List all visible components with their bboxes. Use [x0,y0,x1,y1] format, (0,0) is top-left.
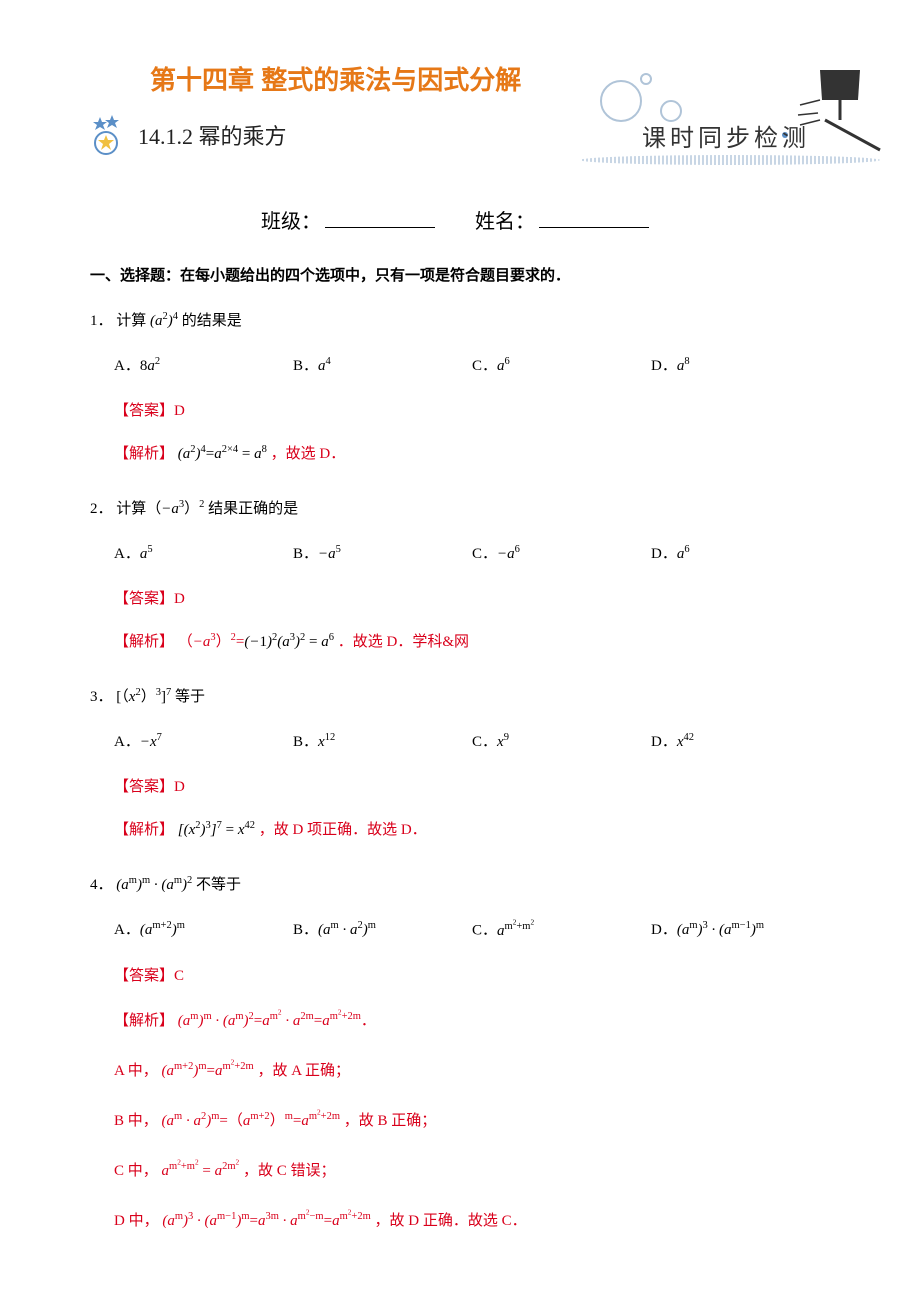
q1-options: A．8a2 B．a4 C．a6 D．a8 [90,350,830,383]
q4-explain-c: C 中， am2+m2 = a2m2 ，故 C 错误； [90,1153,830,1189]
name-blank [539,208,649,228]
q4-explain-main: 【解析】 (am)m · (am)2=am2 · a2m=am2+2m． [90,1003,830,1039]
q4-opt-d: D．(am)3 · (am−1)m [651,914,830,948]
q3-opt-c: C．x9 [472,726,651,759]
q2-answer: 【答案】D [90,583,830,616]
q3-stem: 3． [（x2）3]7 等于 [90,681,830,714]
q4-opt-c: C．am2+m2 [472,914,651,948]
star-badge-icon [90,115,130,155]
q2-stem: 2． 计算（−a3）2 结果正确的是 [90,493,830,526]
q2-opt-c: C．−a6 [472,538,651,571]
q3-opt-d: D．x42 [651,726,830,759]
q1-stem: 1． 计算 (a2)4 的结果是 [90,305,830,338]
q4-stem: 4． (am)m · (am)2 不等于 [90,869,830,902]
question-1: 1． 计算 (a2)4 的结果是 A．8a2 B．a4 C．a6 D．a8 【答… [90,305,830,471]
q1-opt-a: A．8a2 [114,350,293,383]
q4-opt-b: B．(am · a2)m [293,914,472,948]
q1-stem-pre: 计算 [116,313,146,329]
q1-answer: 【答案】D [90,395,830,428]
bubble-icon [600,80,642,122]
q4-answer: 【答案】C [90,960,830,993]
info-row: 班级： 姓名： [90,205,830,234]
header-banner: 第十四章 整式的乘法与因式分解 14.1.2 幂的乘方 [90,60,830,180]
q4-num: 4． [90,877,113,893]
q1-num: 1． [90,313,113,329]
wave-divider [580,155,880,165]
q2-options: A．a5 B．−a5 C．−a6 D．a6 [90,538,830,571]
banner-label: 课时同步检测 [642,118,810,153]
bubble-icon [640,73,652,85]
q3-answer: 【答案】D [90,771,830,804]
question-3: 3． [（x2）3]7 等于 A．−x7 B．x12 C．x9 D．x42 【答… [90,681,830,847]
q1-stem-post: 的结果是 [182,313,242,329]
q1-explain: 【解析】 (a2)4=a2×4 = a8 ，故选 D． [90,438,830,471]
q3-opt-b: B．x12 [293,726,472,759]
q4-explain-d: D 中， (am)3 · (am−1)m=a3m · am2−m=am2+2m … [90,1203,830,1239]
name-label: 姓名： [475,211,535,233]
q4-explain-b: B 中， (am · a2)m=（am+2）m=am2+2m ，故 B 正确； [90,1103,830,1139]
q2-opt-a: A．a5 [114,538,293,571]
q2-opt-d: D．a6 [651,538,830,571]
q1-opt-d: D．a8 [651,350,830,383]
section-header: 一、选择题：在每小题给出的四个选项中，只有一项是符合题目要求的． [90,264,830,285]
q3-num: 3． [90,689,113,705]
section-title: 14.1.2 幂的乘方 [138,119,287,151]
q1-opt-b: B．a4 [293,350,472,383]
q3-opt-a: A．−x7 [114,726,293,759]
q4-opt-a: A．(am+2)m [114,914,293,948]
class-blank [325,208,435,228]
worksheet-page: 第十四章 整式的乘法与因式分解 14.1.2 幂的乘方 [0,0,920,1301]
question-4: 4． (am)m · (am)2 不等于 A．(am+2)m B．(am · a… [90,869,830,1239]
q3-explain: 【解析】 [(x2)3]7 = x42 ，故 D 项正确．故选 D． [90,814,830,847]
q2-num: 2． [90,501,113,517]
q4-options: A．(am+2)m B．(am · a2)m C．am2+m2 D．(am)3 … [90,914,830,948]
q2-opt-b: B．−a5 [293,538,472,571]
question-2: 2． 计算（−a3）2 结果正确的是 A．a5 B．−a5 C．−a6 D．a6… [90,493,830,659]
class-label: 班级： [261,211,321,233]
q3-options: A．−x7 B．x12 C．x9 D．x42 [90,726,830,759]
q1-opt-c: C．a6 [472,350,651,383]
q2-explain: 【解析】 （−a3）2=(−1)2(a3)2 = a6 ．故选 D．学科&网 [90,626,830,659]
q4-explain-a: A 中， (am+2)m=am2+2m ，故 A 正确； [90,1053,830,1089]
